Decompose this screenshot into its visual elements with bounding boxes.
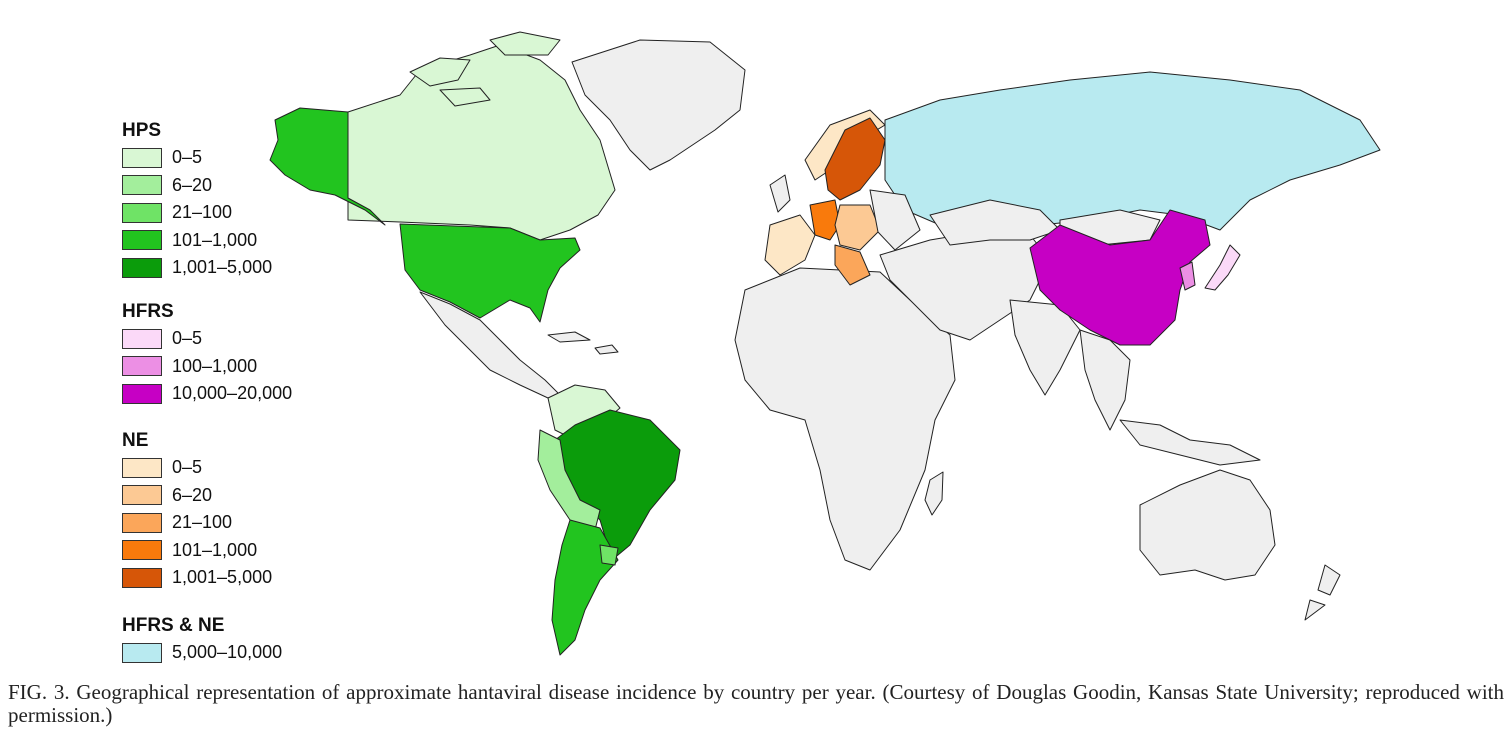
africa bbox=[734, 267, 956, 571]
legend-hfrs-row: 100–1,000 bbox=[122, 353, 292, 381]
sweden-finland bbox=[824, 117, 886, 201]
legend-hps-title: HPS bbox=[122, 120, 162, 141]
legend-label: 6–20 bbox=[172, 484, 213, 505]
legend-hps-row: 21–100 bbox=[122, 199, 272, 227]
legend-swatch bbox=[122, 202, 162, 223]
legend-swatch bbox=[122, 512, 162, 533]
new-zealand bbox=[1304, 564, 1341, 621]
central-europe bbox=[834, 204, 881, 251]
legend-ne: NE 0–5 6–20 21–100 101–1,000 1,001–5,000 bbox=[122, 430, 272, 592]
legend-swatch bbox=[122, 230, 162, 251]
legend-ne-row: 101–1,000 bbox=[122, 537, 272, 565]
legend-hfrs: HFRS 0–5 100–1,000 10,000–20,000 bbox=[122, 301, 292, 408]
canada bbox=[347, 44, 616, 241]
legend-swatch bbox=[122, 567, 162, 588]
legend-label: 21–100 bbox=[172, 202, 233, 223]
korea bbox=[1179, 261, 1196, 291]
australia bbox=[1139, 469, 1276, 581]
caribbean bbox=[547, 331, 619, 355]
legend-swatch bbox=[122, 328, 162, 349]
legend-label: 6–20 bbox=[172, 174, 213, 195]
legend-hfrs-row: 10,000–20,000 bbox=[122, 380, 292, 408]
legend-ne-row: 0–5 bbox=[122, 454, 272, 482]
legend-swatch bbox=[122, 485, 162, 506]
germany bbox=[809, 199, 841, 241]
legend-label: 101–1,000 bbox=[172, 539, 258, 560]
greenland bbox=[571, 39, 746, 171]
legend-hps-row: 1,001–5,000 bbox=[122, 254, 272, 282]
uruguay bbox=[599, 544, 619, 566]
balkans-italy bbox=[834, 244, 871, 286]
japan bbox=[1204, 244, 1241, 291]
madagascar bbox=[924, 471, 944, 516]
figure-caption: FIG. 3. Geographical representation of a… bbox=[8, 680, 1504, 727]
legend-label: 1,001–5,000 bbox=[172, 257, 273, 278]
legend-ne-row: 6–20 bbox=[122, 482, 272, 510]
legend-swatch bbox=[122, 540, 162, 561]
legend-hps-row: 6–20 bbox=[122, 172, 272, 200]
legend-label: 5,000–10,000 bbox=[172, 642, 283, 663]
legend-hfrs-ne-row: 5,000–10,000 bbox=[122, 639, 282, 667]
legend-hfrs-title: HFRS bbox=[122, 301, 174, 322]
legend-label: 101–1,000 bbox=[172, 229, 258, 250]
arctic-islands bbox=[409, 31, 561, 107]
legend-label: 21–100 bbox=[172, 512, 233, 533]
eastern-europe bbox=[869, 189, 921, 251]
legend-label: 100–1,000 bbox=[172, 355, 258, 376]
legend-ne-title: NE bbox=[122, 430, 149, 451]
legend-swatch bbox=[122, 642, 162, 663]
legend-swatch bbox=[122, 356, 162, 377]
legend-hfrs-ne: HFRS & NE 5,000–10,000 bbox=[122, 615, 282, 667]
legend-label: 10,000–20,000 bbox=[172, 383, 293, 404]
legend-label: 0–5 bbox=[172, 147, 203, 168]
legend-swatch bbox=[122, 257, 162, 278]
world-map bbox=[269, 31, 1381, 656]
legend-swatch bbox=[122, 147, 162, 168]
legend-label: 1,001–5,000 bbox=[172, 567, 273, 588]
legend-hfrs-row: 0–5 bbox=[122, 325, 292, 353]
legend-ne-row: 21–100 bbox=[122, 509, 272, 537]
indonesia bbox=[1119, 419, 1261, 466]
legend-ne-row: 1,001–5,000 bbox=[122, 564, 272, 592]
legend-hps-row: 0–5 bbox=[122, 144, 272, 172]
legend-swatch bbox=[122, 175, 162, 196]
alaska bbox=[269, 107, 386, 226]
western-europe bbox=[764, 214, 816, 276]
legend-label: 0–5 bbox=[172, 457, 203, 478]
legend-hps-row: 101–1,000 bbox=[122, 227, 272, 255]
uk bbox=[769, 174, 791, 213]
legend-hps: HPS 0–5 6–20 21–100 101–1,000 1,001–5,000 bbox=[122, 120, 272, 282]
legend-hfrs-ne-title: HFRS & NE bbox=[122, 615, 225, 636]
legend-swatch bbox=[122, 383, 162, 404]
southeast-asia bbox=[1079, 329, 1131, 431]
peru-bolivia bbox=[537, 429, 601, 531]
legend-label: 0–5 bbox=[172, 328, 203, 349]
russia bbox=[884, 71, 1381, 231]
legend-swatch bbox=[122, 457, 162, 478]
usa bbox=[399, 223, 581, 323]
